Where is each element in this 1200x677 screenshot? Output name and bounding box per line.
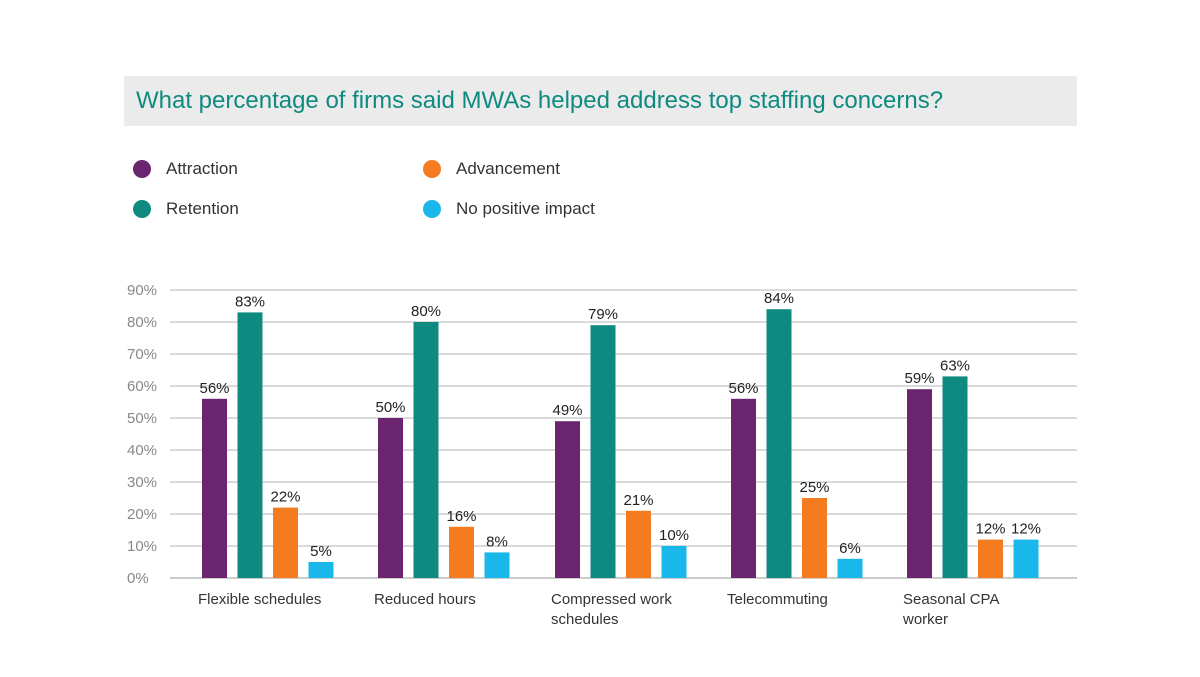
y-tick-label: 30%: [127, 474, 157, 491]
x-category-label: Seasonal CPA: [903, 591, 999, 608]
y-tick-label: 80%: [127, 314, 157, 331]
y-tick-label: 90%: [127, 282, 157, 299]
y-tick-label: 50%: [127, 410, 157, 427]
data-label: 21%: [623, 492, 653, 509]
y-tick-label: 70%: [127, 346, 157, 363]
x-category-label: Reduced hours: [374, 591, 476, 608]
bar: [978, 539, 1003, 578]
chart-title: What percentage of firms said MWAs helpe…: [136, 87, 944, 114]
legend-label-advancement: Advancement: [456, 159, 560, 178]
bar: [273, 507, 298, 578]
bar: [907, 389, 932, 578]
bar: [766, 309, 792, 578]
legend-swatch-attraction: [133, 160, 151, 178]
bar: [731, 398, 756, 578]
x-category-label: worker: [902, 611, 948, 628]
data-label: 63%: [940, 357, 970, 374]
y-tick-label: 0%: [127, 570, 149, 587]
x-category-label: Compressed work: [551, 591, 672, 608]
data-label: 12%: [1011, 521, 1041, 538]
bar: [308, 562, 334, 578]
data-label: 50%: [375, 399, 405, 416]
data-label: 59%: [904, 370, 934, 387]
y-tick-label: 20%: [127, 506, 157, 523]
data-label: 84%: [764, 290, 794, 307]
legend-label-retention: Retention: [166, 199, 239, 218]
data-label: 12%: [975, 521, 1005, 538]
x-category-label: schedules: [551, 611, 619, 628]
legend-label-attraction: Attraction: [166, 159, 238, 178]
data-label: 5%: [310, 543, 332, 560]
y-tick-label: 60%: [127, 378, 157, 395]
legend-item-attraction: Attraction: [133, 159, 238, 179]
legend-swatch-no-positive-impact: [423, 200, 441, 218]
bar: [837, 558, 863, 578]
bar: [661, 546, 687, 578]
data-label: 49%: [552, 402, 582, 419]
x-category-label: Telecommuting: [727, 591, 828, 608]
data-label: 16%: [446, 508, 476, 525]
bar: [802, 498, 827, 578]
data-label: 6%: [839, 540, 861, 557]
data-label: 80%: [411, 303, 441, 320]
data-label: 56%: [199, 380, 229, 397]
legend-item-retention: Retention: [133, 199, 239, 219]
y-tick-label: 10%: [127, 538, 157, 555]
data-label: 56%: [728, 380, 758, 397]
bar: [378, 418, 403, 578]
legend-swatch-retention: [133, 200, 151, 218]
legend-swatch-advancement: [423, 160, 441, 178]
bar: [449, 526, 474, 578]
y-tick-label: 40%: [127, 442, 157, 459]
data-label: 10%: [659, 527, 689, 544]
data-label: 8%: [486, 533, 508, 550]
legend-item-no-positive-impact: No positive impact: [423, 199, 595, 219]
bar: [484, 552, 510, 578]
bar: [555, 421, 580, 578]
bar: [590, 325, 616, 578]
bar: [1013, 539, 1039, 578]
data-label: 22%: [270, 489, 300, 506]
x-category-label: Flexible schedules: [198, 591, 321, 608]
data-label: 25%: [799, 479, 829, 496]
legend-item-advancement: Advancement: [423, 159, 560, 179]
bar: [202, 398, 227, 578]
bar: [942, 376, 968, 578]
legend-label-no-positive-impact: No positive impact: [456, 199, 595, 218]
bar: [413, 322, 439, 578]
bar: [626, 510, 651, 578]
chart-title-bar: What percentage of firms said MWAs helpe…: [124, 76, 1077, 126]
bar: [237, 312, 263, 578]
data-label: 83%: [235, 293, 265, 310]
data-label: 79%: [588, 306, 618, 323]
